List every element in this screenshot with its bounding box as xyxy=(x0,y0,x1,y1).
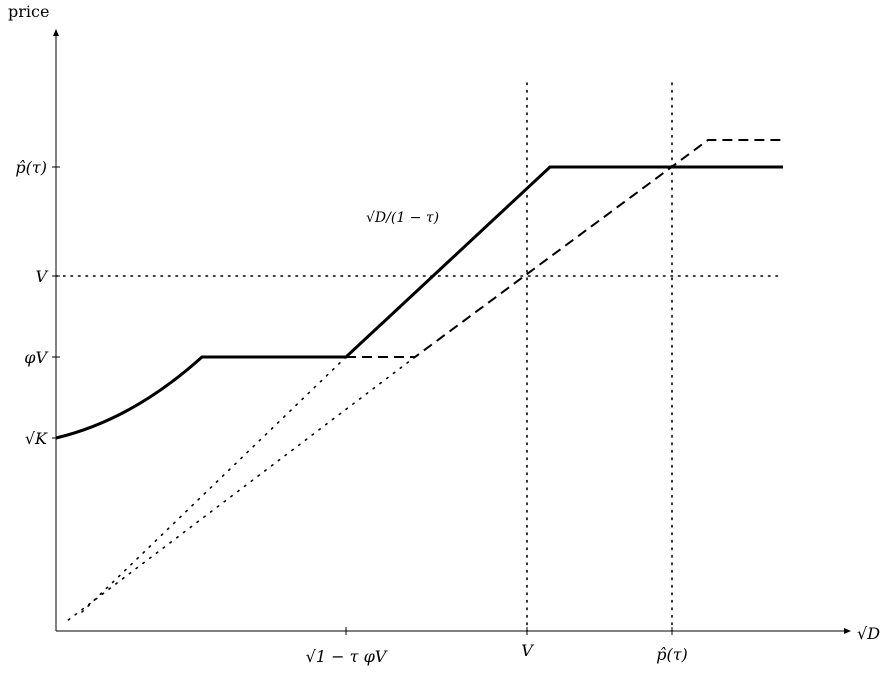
curve-annotation: √D/(1 − τ) xyxy=(366,210,439,226)
y-tick-label-v: V xyxy=(35,267,48,286)
x-axis-label: √D xyxy=(857,624,880,643)
solid-price-curve xyxy=(55,165,783,440)
y-axis-label: price xyxy=(8,2,49,21)
dashed-curve-extension xyxy=(66,356,416,622)
x-tick-label-v: V xyxy=(521,641,534,660)
y-tick-label-phi-v: φV xyxy=(24,348,48,367)
y-tick-label-sqrt-k: √K xyxy=(25,429,48,448)
x-tick-label-p-hat: p̂(τ) xyxy=(656,645,688,664)
y-tick-label-p-hat: p̂(τ) xyxy=(15,158,47,177)
dashed-price-curve xyxy=(346,139,783,358)
solid-curve-extension xyxy=(81,356,347,613)
x-tick-label-sqrt-one-minus-tau-phi-v: √1 − τ φV xyxy=(306,647,388,666)
